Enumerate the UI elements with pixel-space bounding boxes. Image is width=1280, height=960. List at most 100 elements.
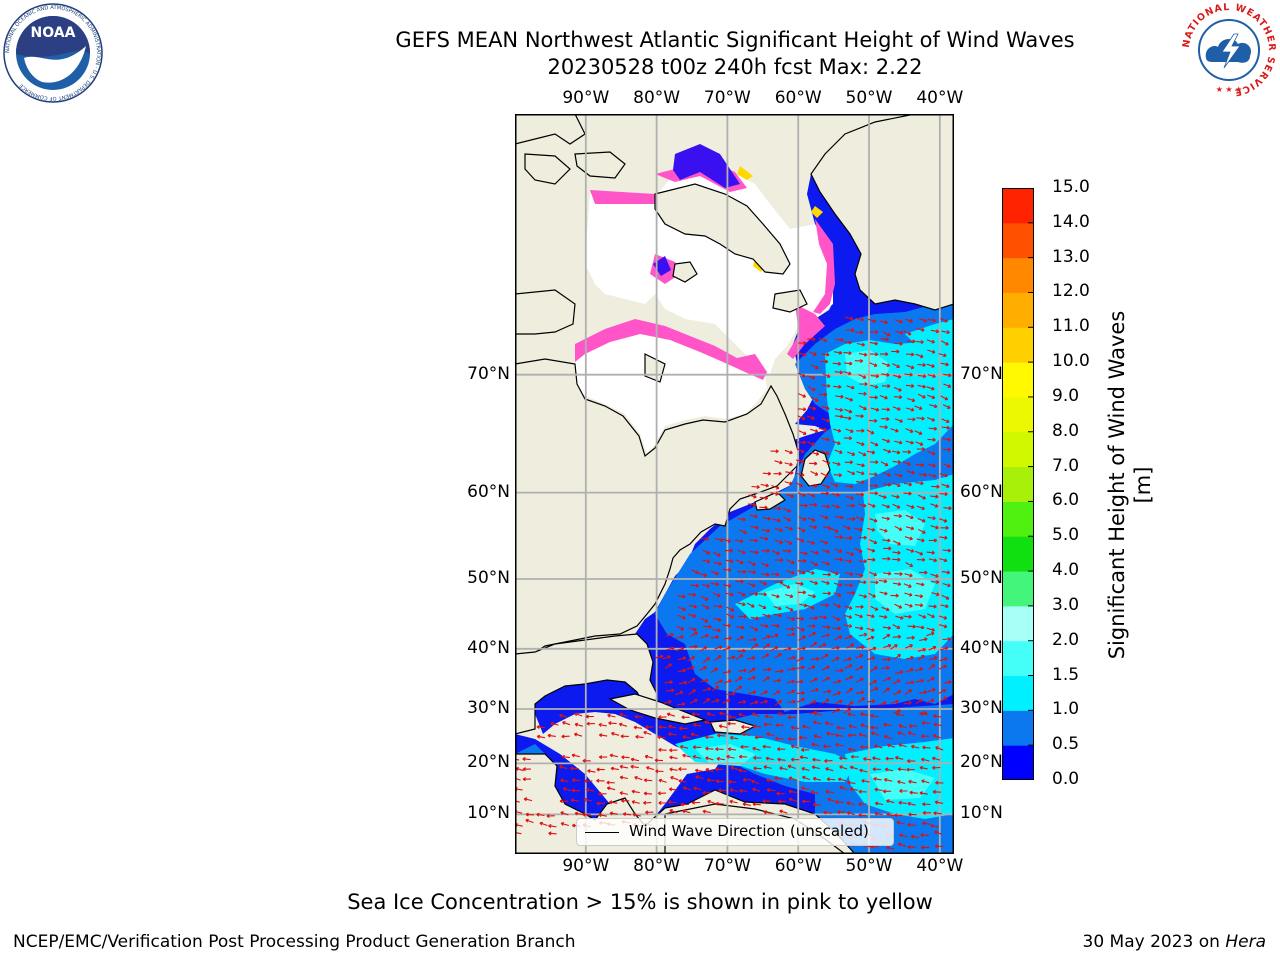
wave-direction-arrow (606, 780, 615, 785)
wave-direction-arrow (571, 778, 581, 783)
wave-direction-arrow (801, 775, 811, 781)
colorbar-segment (1002, 257, 1034, 293)
wave-direction-arrow (813, 734, 823, 739)
wave-direction-arrow (718, 788, 727, 793)
wave-direction-arrow (774, 580, 784, 585)
wave-direction-arrow (762, 744, 771, 749)
wave-direction-arrow (539, 821, 548, 827)
wave-direction-arrow (771, 572, 780, 577)
colorbar-segment (1002, 571, 1034, 607)
wave-direction-arrow (916, 327, 925, 332)
lat-tick-label-left: 50°N (467, 567, 510, 588)
wave-direction-arrow (665, 632, 674, 637)
wave-direction-arrow (712, 628, 721, 633)
wave-direction-arrow (786, 632, 796, 637)
wave-direction-arrow (742, 732, 751, 737)
wave-direction-arrow (571, 753, 580, 758)
wave-direction-arrow (808, 351, 817, 356)
wave-direction-arrow (843, 351, 852, 356)
wave-direction-arrow (678, 680, 688, 685)
wave-direction-arrow (846, 503, 855, 508)
wave-direction-arrow (894, 571, 903, 576)
wave-direction-arrow (938, 353, 947, 358)
wave-direction-arrow (933, 811, 942, 816)
wave-direction-arrow (928, 426, 938, 431)
wave-direction-arrow (893, 540, 901, 546)
wave-direction-arrow (723, 679, 732, 684)
wave-direction-arrow (710, 667, 718, 674)
lon-tick-label-top: 60°W (774, 88, 822, 108)
wave-direction-arrow (880, 337, 889, 342)
wave-direction-arrow (882, 331, 891, 337)
wave-direction-arrow (730, 765, 739, 771)
wave-direction-arrow (798, 635, 806, 641)
wave-direction-arrow (799, 551, 808, 556)
wave-direction-arrow (831, 492, 840, 497)
wave-direction-arrow (752, 787, 761, 792)
wave-direction-arrow (926, 416, 936, 422)
wave-direction-arrow (904, 536, 913, 541)
wave-direction-arrow (715, 767, 724, 772)
wave-direction-arrow (705, 756, 714, 761)
wave-direction-arrow (783, 507, 792, 513)
wave-direction-arrow (942, 582, 951, 588)
wave-direction-arrow (939, 696, 948, 703)
wave-direction-arrow (742, 777, 752, 782)
wave-direction-arrow (868, 646, 877, 652)
wave-direction-arrow (810, 561, 819, 567)
wave-direction-arrow (807, 624, 816, 629)
wave-direction-arrow (879, 528, 888, 533)
wave-direction-arrow (830, 528, 839, 533)
wave-direction-arrow (926, 698, 935, 704)
wave-direction-arrow (939, 657, 948, 662)
wave-direction-arrow (574, 811, 583, 816)
wave-direction-arrow (795, 679, 804, 684)
wave-direction-arrow (939, 492, 948, 497)
wave-direction-arrow (813, 711, 823, 716)
wave-direction-arrow (906, 407, 915, 412)
wave-direction-arrow (939, 535, 948, 540)
wave-direction-arrow (688, 604, 698, 609)
wave-direction-arrow (897, 731, 906, 736)
wave-direction-arrow (573, 732, 583, 737)
wave-direction-arrow (822, 676, 831, 682)
wave-direction-arrow (935, 780, 944, 785)
wave-direction-arrow (868, 318, 877, 323)
wave-direction-arrow (786, 559, 795, 565)
wave-direction-arrow (855, 665, 864, 671)
wave-direction-arrow (759, 536, 769, 541)
wave-direction-arrow (903, 482, 913, 487)
wave-direction-arrow (934, 844, 944, 849)
wave-direction-arrow (718, 724, 728, 729)
wave-direction-arrow (806, 604, 815, 610)
wave-direction-arrow (895, 670, 904, 675)
wave-direction-arrow (801, 766, 810, 772)
wave-direction-arrow (917, 393, 926, 399)
wave-direction-arrow (919, 711, 929, 716)
wave-direction-arrow (715, 779, 725, 784)
wave-direction-arrow (719, 711, 728, 716)
wave-direction-arrow (906, 635, 915, 640)
wave-direction-arrow (726, 613, 735, 619)
colorbar-segment (1002, 501, 1034, 537)
wave-direction-arrow (634, 775, 643, 781)
wave-direction-arrow (894, 473, 903, 478)
wave-direction-arrow (762, 471, 772, 476)
colorbar-segment (1002, 675, 1034, 711)
wave-direction-arrow (643, 730, 652, 736)
wave-direction-arrow (866, 450, 876, 455)
wave-direction-arrow (858, 559, 868, 564)
wave-direction-arrow (868, 592, 876, 598)
wave-direction-arrow (765, 756, 774, 761)
wave-direction-arrow (725, 559, 734, 564)
wave-direction-arrow (831, 504, 840, 509)
wave-direction-arrow (819, 359, 829, 364)
legend-line-swatch (585, 832, 619, 833)
wave-direction-arrow (702, 549, 711, 555)
wave-direction-arrow (847, 780, 856, 785)
wave-direction-arrow (787, 764, 796, 770)
wave-direction-arrow (525, 818, 534, 824)
wave-direction-arrow (536, 734, 546, 739)
wave-direction-arrow (833, 473, 843, 478)
wave-direction-arrow (835, 733, 844, 738)
